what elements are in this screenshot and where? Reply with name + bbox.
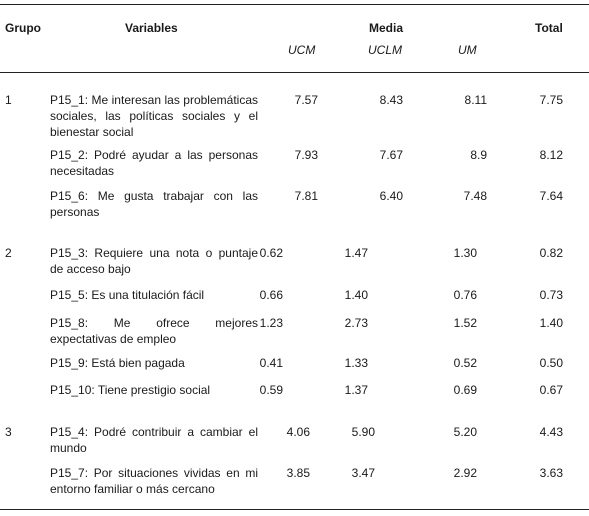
value-uclm: 1.40 [344,288,368,302]
variable-label: P15_9: Está bien pagada [50,356,185,370]
value-ucm: 0.66 [259,288,283,302]
value-ucm: 7.93 [294,148,318,162]
value-uclm: 7.67 [379,148,403,162]
value-ucm: 0.59 [259,383,283,397]
value-total: 7.75 [539,93,563,107]
value-ucm: 0.41 [259,356,283,370]
value-ucm: 3.85 [286,466,310,480]
variable-label: P15_3: Requiere una nota o puntaje de ac… [50,246,258,276]
variable-label: P15_4: Podré contribuir a cambiar el mun… [50,425,258,455]
value-total: 0.73 [539,288,563,302]
value-total: 3.63 [539,466,563,480]
header-grupo: Grupo [5,21,41,35]
header-variables: Variables [125,21,178,35]
value-um: 0.76 [453,288,477,302]
value-ucm: 7.81 [294,189,318,203]
value-uclm: 1.33 [344,356,368,370]
variable-label: P15_8: Me ofrece mejores expectativas de… [50,316,258,346]
bottom-rule [0,509,589,510]
value-uclm: 1.37 [344,383,368,397]
value-um: 8.11 [464,93,487,107]
value-uclm: 6.40 [379,189,403,203]
header-uclm: UCLM [368,43,403,57]
group-label: 3 [5,425,12,439]
value-um: 1.30 [453,246,477,260]
top-rule [0,4,589,5]
variable-label: P15_6: Me gusta trabajar con las persona… [50,189,258,219]
value-total: 7.64 [539,189,563,203]
header-ucm: UCM [288,43,316,57]
value-um: 0.69 [453,383,477,397]
value-um: 1.52 [453,316,477,330]
value-um: 0.52 [453,356,477,370]
variable-label: P15_10: Tiene prestigio social [50,383,211,397]
value-ucm: 4.06 [286,425,310,439]
value-total: 8.12 [539,148,563,162]
value-total: 1.40 [539,316,563,330]
value-ucm: 1.23 [259,316,283,330]
value-uclm: 8.43 [379,93,403,107]
variable-label: P15_5: Es una titulación fácil [50,288,205,302]
value-um: 8.9 [470,148,487,162]
value-um: 7.48 [463,189,487,203]
variable-label: P15_2: Podré ayudar a las personas neces… [50,148,258,178]
value-total: 0.67 [539,383,563,397]
header-rule [0,72,589,73]
value-total: 4.43 [539,425,563,439]
group-label: 2 [5,246,12,260]
value-um: 2.92 [453,466,477,480]
header-total: Total [535,21,563,35]
header-um: UM [458,43,477,57]
header-media: Media [369,21,404,35]
value-ucm: 0.62 [259,246,283,260]
value-uclm: 1.47 [344,246,368,260]
value-total: 0.50 [539,356,563,370]
value-ucm: 7.57 [294,93,318,107]
group-label: 1 [5,93,12,107]
variable-label: P15_1: Me interesan las problemáticas so… [50,93,258,139]
value-total: 0.82 [539,246,563,260]
value-um: 5.20 [453,425,477,439]
value-uclm: 2.73 [344,316,368,330]
value-uclm: 5.90 [351,425,375,439]
variable-label: P15_7: Por situaciones vividas en mi ent… [50,466,258,496]
value-uclm: 3.47 [351,466,375,480]
